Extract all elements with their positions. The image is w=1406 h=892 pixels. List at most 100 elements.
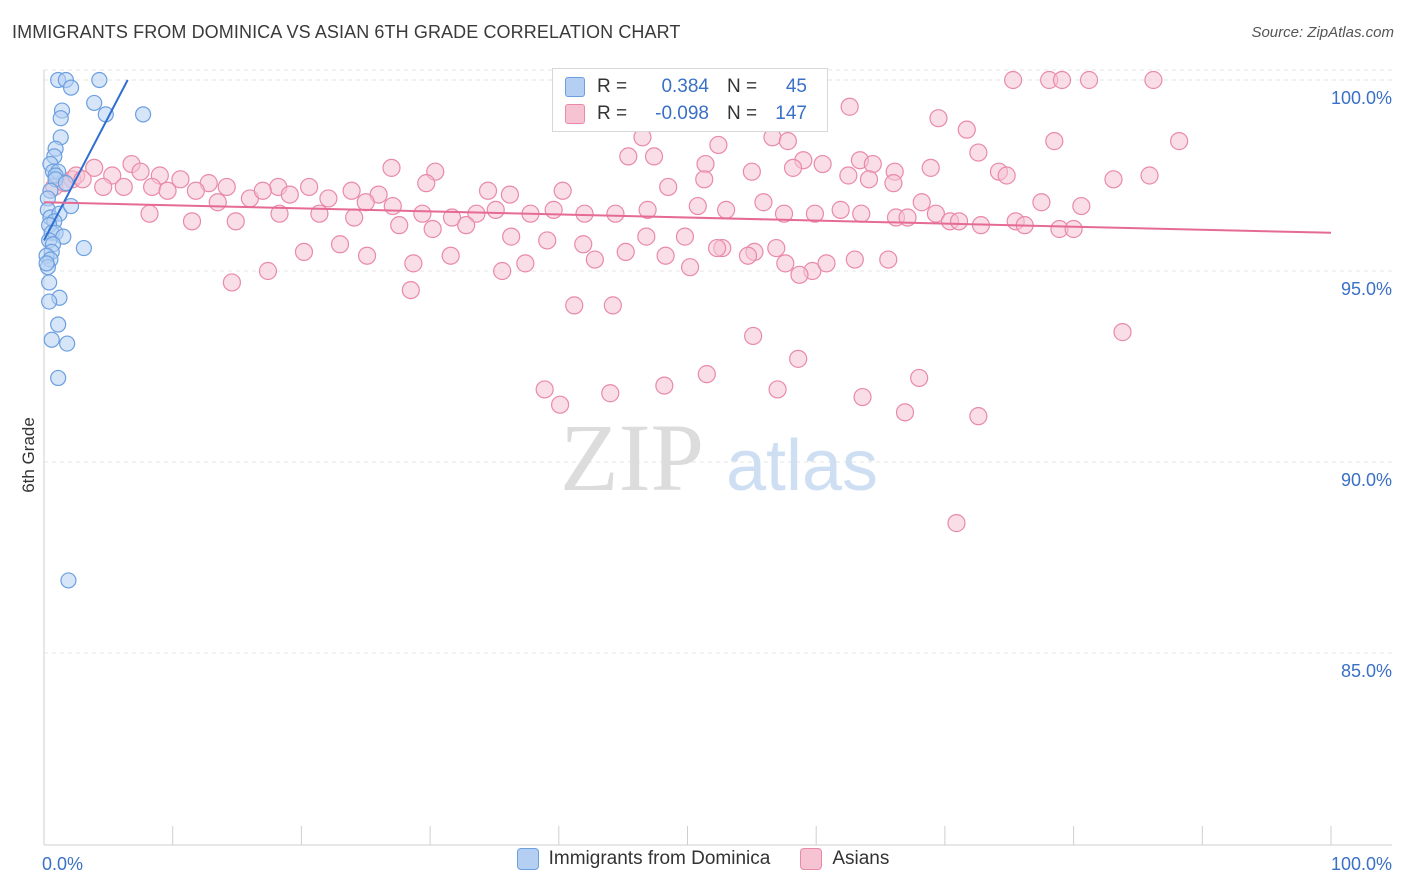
data-point [41, 274, 58, 291]
trend-line [43, 79, 129, 241]
data-point [140, 204, 159, 223]
data-point [114, 177, 133, 197]
source-label: Source: ZipAtlas.com [1251, 24, 1394, 41]
data-point [845, 250, 864, 269]
data-point [742, 162, 761, 181]
data-point [926, 204, 945, 223]
data-point [947, 514, 966, 533]
correlation-stats-box: R = 0.384 N = 45 R = -0.098 N = 147 [552, 68, 828, 132]
data-point [258, 261, 278, 281]
data-point [969, 407, 988, 426]
data-point [879, 250, 898, 269]
data-point [717, 200, 736, 219]
r-label: R = [597, 76, 628, 97]
n-label: N = [727, 103, 758, 124]
data-point [442, 208, 462, 227]
data-point [688, 196, 707, 216]
data-point [895, 403, 915, 422]
data-point [217, 177, 236, 197]
data-point [171, 170, 190, 189]
data-point [441, 246, 460, 265]
data-point [695, 170, 714, 189]
data-point [222, 273, 242, 292]
data-point [486, 200, 505, 219]
data-point [413, 204, 432, 223]
watermark: ZIP atlas [560, 404, 878, 511]
data-point [997, 166, 1016, 185]
legend-label-asians: Asians [832, 848, 890, 869]
data-point [1032, 193, 1051, 212]
data-point [41, 293, 58, 310]
data-point [754, 193, 773, 212]
data-point [330, 235, 350, 254]
data-point [817, 254, 836, 273]
watermark-atlas: atlas [726, 426, 878, 506]
data-point [50, 369, 67, 387]
data-point [839, 166, 858, 185]
stat-row-asians: R = -0.098 N = 147 [565, 101, 807, 127]
data-point [767, 238, 786, 258]
data-point [345, 208, 364, 227]
n-label: N = [727, 76, 758, 97]
data-point [603, 296, 622, 315]
data-point [656, 246, 675, 265]
data-point [949, 212, 969, 231]
data-point [270, 204, 289, 223]
data-point [43, 331, 60, 348]
axes [43, 70, 1392, 846]
data-point [884, 174, 903, 193]
data-point [404, 254, 423, 273]
legend-swatch-pink [800, 848, 823, 870]
data-point [575, 204, 594, 223]
legend-label-dominica: Immigrants from Dominica [548, 848, 771, 869]
legend-item-dominica[interactable]: Immigrants from Dominica [516, 848, 771, 870]
data-point [1045, 132, 1064, 151]
r-value: -0.098 [655, 103, 709, 124]
r-label: R = [597, 103, 628, 124]
data-point [516, 254, 535, 273]
legend-item-asians[interactable]: Asians [800, 848, 889, 870]
data-point [929, 109, 948, 128]
data-point [831, 200, 850, 219]
data-point [478, 181, 498, 200]
data-point [50, 316, 67, 333]
r-value: 0.384 [661, 76, 709, 97]
data-point [744, 326, 763, 346]
data-point [182, 212, 202, 231]
data-point [143, 177, 162, 197]
data-point [52, 110, 69, 127]
trend-line [43, 201, 1332, 234]
data-point [675, 227, 695, 246]
x-tick-label-max: 100.0% [1331, 854, 1392, 874]
data-point [969, 143, 988, 162]
data-point [457, 216, 476, 235]
data-point [840, 97, 859, 116]
data-point [134, 106, 152, 123]
data-point [1144, 70, 1163, 90]
data-point [208, 193, 227, 212]
data-point [91, 71, 108, 89]
data-point [805, 204, 825, 223]
data-point [910, 368, 929, 388]
n-value: 45 [785, 76, 807, 97]
data-point [280, 185, 299, 204]
gridlines [44, 69, 1392, 654]
data-point [655, 376, 674, 395]
data-point [535, 380, 554, 399]
data-point [601, 384, 620, 403]
data-point [565, 296, 584, 315]
dominica-points [38, 71, 152, 589]
data-point [697, 365, 716, 384]
data-point [616, 242, 635, 261]
data-point [644, 147, 664, 166]
data-point [852, 204, 871, 223]
data-point [638, 200, 657, 219]
data-point [342, 181, 361, 200]
data-point [417, 174, 436, 193]
data-point [383, 196, 402, 216]
data-point [38, 255, 55, 272]
data-point [774, 204, 794, 223]
data-point [59, 335, 76, 352]
data-point [300, 177, 319, 197]
